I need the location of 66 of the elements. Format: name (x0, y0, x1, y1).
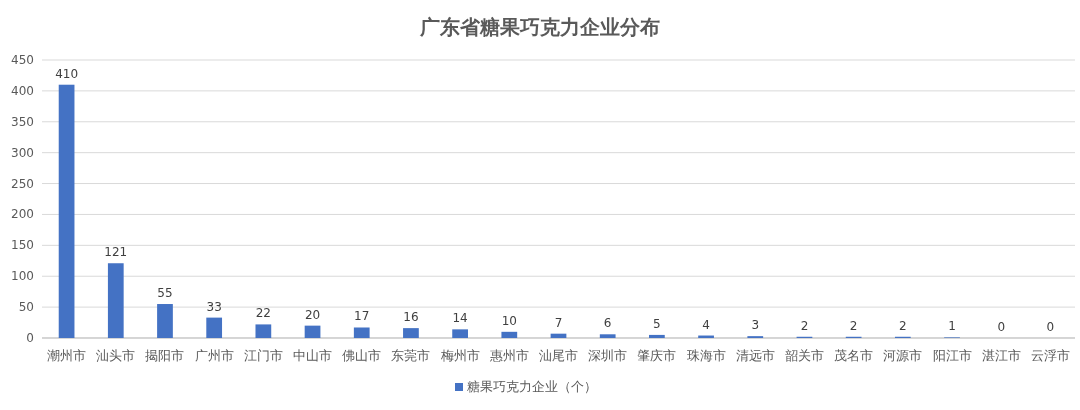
legend-label: 糖果巧克力企业（个） (467, 379, 597, 394)
bar (58, 84, 75, 338)
bar (157, 304, 173, 338)
y-tick-label: 300 (11, 145, 34, 160)
x-tick-label: 茂名市 (834, 348, 874, 363)
data-label: 0 (1046, 320, 1055, 334)
x-tick-label: 揭阳市 (145, 348, 185, 363)
data-label: 5 (653, 316, 661, 331)
x-tick-label: 梅州市 (439, 348, 480, 363)
data-label: 17 (354, 309, 370, 324)
x-tick-label: 惠州市 (488, 348, 529, 363)
bar (353, 327, 370, 338)
y-tick-label: 150 (11, 238, 34, 253)
x-tick-label: 佛山市 (342, 348, 382, 363)
data-label: 10 (501, 313, 517, 328)
data-label: 55 (157, 286, 173, 301)
bar (403, 328, 419, 338)
bar (649, 334, 665, 338)
data-label: 16 (403, 310, 419, 325)
x-tick-label: 深圳市 (588, 348, 628, 363)
bar (107, 263, 124, 338)
data-label: 0 (997, 320, 1006, 334)
data-label: 2 (849, 318, 858, 333)
data-label: 7 (554, 315, 563, 330)
data-label: 1 (948, 319, 956, 334)
bar (206, 317, 223, 338)
data-label: 6 (603, 316, 612, 331)
x-tick-label: 韶关市 (784, 348, 824, 363)
y-tick-label: 350 (11, 114, 34, 129)
data-label: 20 (304, 307, 321, 322)
chart-title: 广东省糖果巧克力企业分布 (419, 15, 660, 39)
y-tick-label: 400 (11, 83, 34, 98)
data-label: 3 (751, 318, 760, 333)
x-tick-label: 潮州市 (47, 348, 87, 363)
x-tick-label: 珠海市 (686, 348, 726, 363)
data-label: 33 (206, 299, 222, 314)
data-label: 121 (104, 245, 128, 260)
x-tick-label: 湛江市 (981, 348, 1021, 363)
bar (599, 334, 616, 338)
x-tick-label: 云浮市 (1030, 348, 1070, 363)
x-tick-label: 江门市 (243, 348, 283, 363)
x-tick-label: 清远市 (735, 348, 775, 363)
bar (255, 324, 272, 338)
y-tick-label: 0 (26, 331, 34, 345)
y-tick-label: 250 (11, 176, 34, 191)
data-label: 2 (899, 318, 907, 333)
data-label: 410 (55, 66, 79, 81)
x-tick-label: 广州市 (194, 348, 234, 363)
x-tick-label: 肇庆市 (637, 348, 677, 363)
data-label: 22 (255, 306, 271, 321)
data-label: 14 (452, 311, 468, 326)
x-tick-label: 汕尾市 (539, 348, 578, 363)
x-tick-label: 汕头市 (96, 348, 136, 363)
x-tick-label: 阳江市 (932, 348, 972, 363)
x-tick-label: 中山市 (293, 348, 333, 363)
y-tick-label: 50 (18, 300, 34, 315)
data-label: 4 (702, 317, 710, 332)
y-tick-label: 450 (11, 53, 34, 67)
y-tick-label: 100 (11, 269, 34, 284)
x-tick-label: 东莞市 (391, 348, 431, 363)
y-tick-label: 200 (11, 207, 34, 222)
bar (501, 331, 518, 338)
x-tick-label: 河源市 (883, 348, 923, 363)
data-label: 2 (800, 318, 809, 333)
bar (304, 325, 321, 338)
bar (452, 329, 468, 338)
